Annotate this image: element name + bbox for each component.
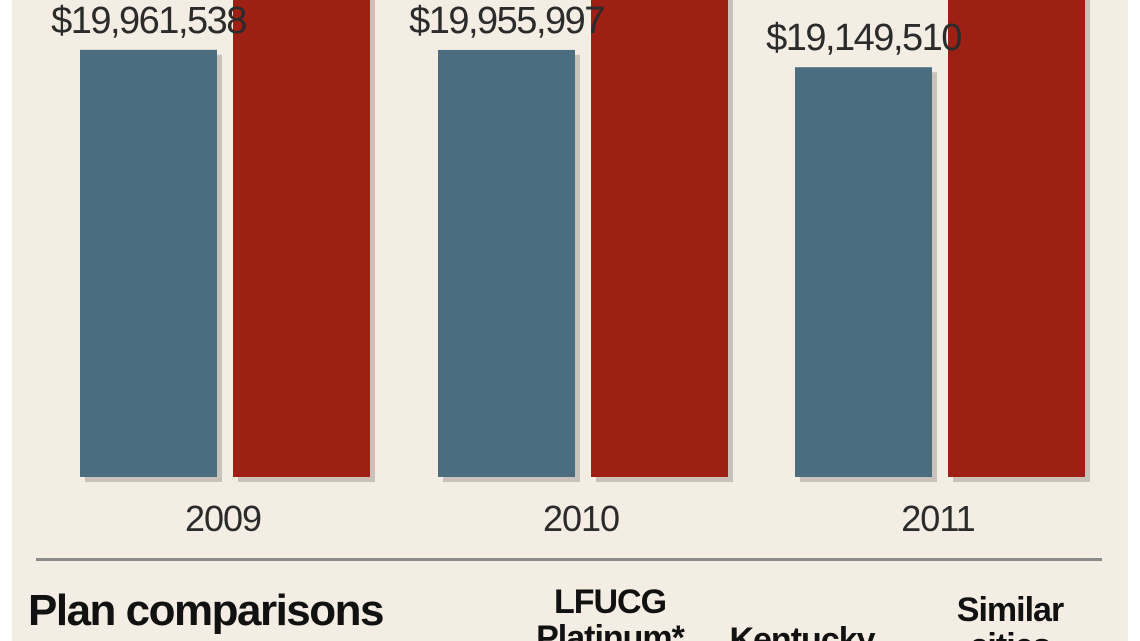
section-divider: [36, 558, 1102, 561]
year-label-2011: 2011: [901, 498, 974, 539]
plan-comparisons-title: Plan comparisons: [28, 586, 385, 635]
column-header-similar-cities: Similarcities: [956, 591, 1064, 641]
graphic-panel: $19,961,538 2009 $19,955,997 2010 $19,149,51…: [12, 0, 1128, 641]
year-label-2010: 2010: [543, 498, 619, 539]
bar-2011-series-1: [795, 67, 932, 477]
bars-group: [80, 0, 1090, 483]
bar-2010-series-2: [591, 0, 728, 477]
bar-2009-series-1: [80, 49, 217, 477]
bar-chart: $19,961,538 2009 $19,955,997 2010 $19,149,51…: [51, 0, 1090, 539]
data-label-2010: $19,955,997: [409, 0, 604, 42]
data-label-2009: $19,961,538: [51, 0, 246, 42]
column-header-kentucky: Kentucky: [729, 621, 875, 641]
column-header-lfucg-platinum: LFUCG Platinum*: [536, 583, 685, 641]
bar-2011-series-2: [948, 0, 1085, 477]
year-label-2009: 2009: [185, 498, 261, 539]
bar-2009-series-2: [233, 0, 370, 477]
labels-group: $19,961,538 2009 $19,955,997 2010 $19,149,51…: [51, 0, 976, 539]
data-label-2011: $19,149,510: [766, 17, 961, 59]
bar-2010-series-1: [438, 49, 575, 478]
